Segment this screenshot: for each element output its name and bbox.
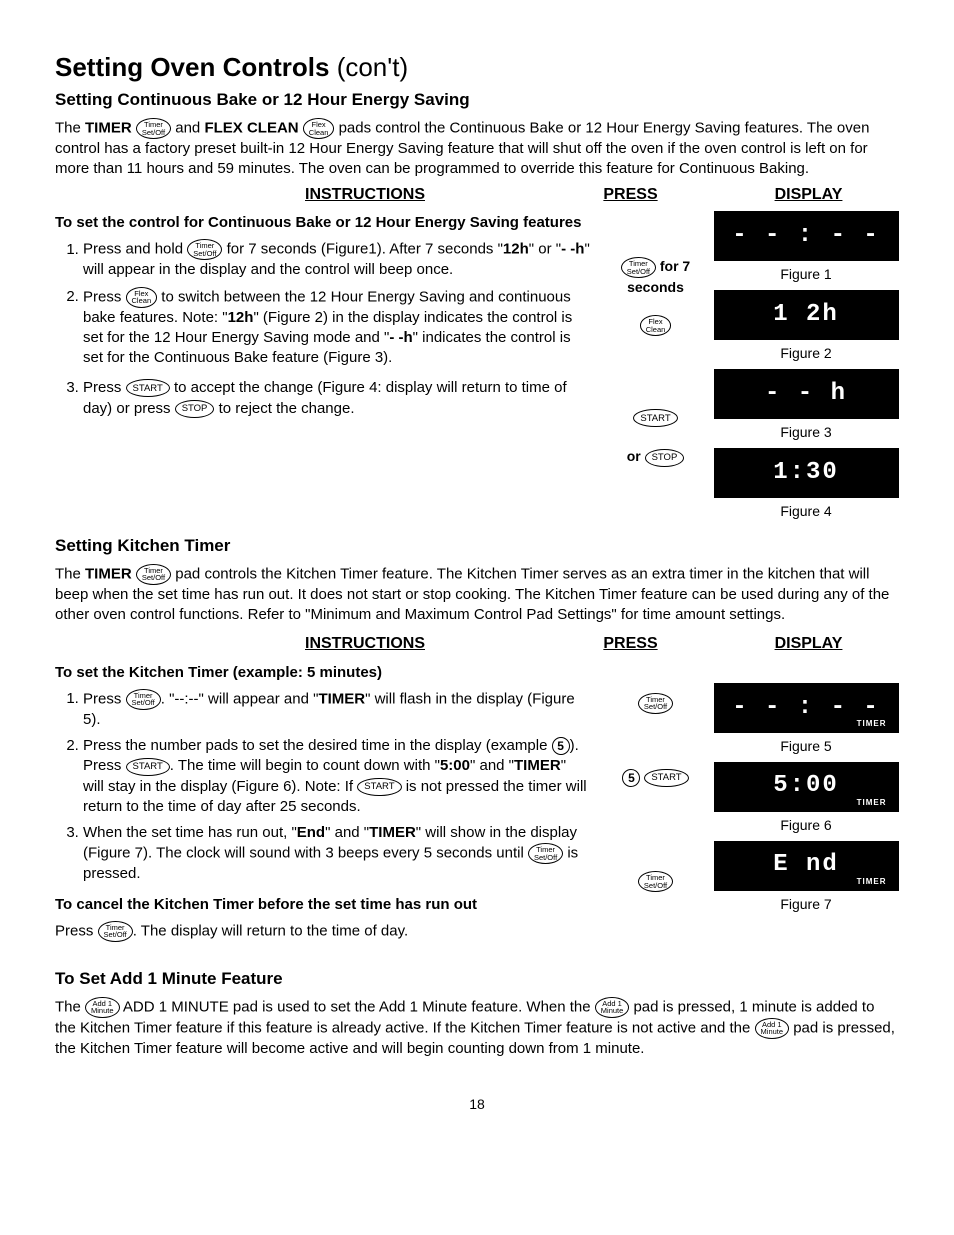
- section-2-intro: The TIMER TimerSet/Off pad controls the …: [55, 564, 899, 626]
- section-2-title: Setting Kitchen Timer: [55, 535, 899, 558]
- section-3-title: To Set Add 1 Minute Feature: [55, 968, 899, 991]
- page-number: 18: [55, 1095, 899, 1114]
- figure-7-caption: Figure 7: [713, 895, 899, 914]
- col-press-2: PRESS: [543, 633, 718, 655]
- col-instructions-2: INSTRUCTIONS: [195, 633, 535, 655]
- figure-3-caption: Figure 3: [713, 423, 899, 442]
- col-instructions: INSTRUCTIONS: [195, 184, 535, 206]
- stop-pad-icon: STOP: [175, 400, 215, 418]
- timer-pad-icon: TimerSet/Off: [638, 693, 673, 714]
- timer-pad-icon: TimerSet/Off: [136, 564, 171, 585]
- subhead-1: To set the control for Continuous Bake o…: [55, 213, 590, 233]
- press-1: TimerSet/Off for 7 seconds: [598, 257, 713, 297]
- press-7: TimerSet/Off: [598, 871, 713, 892]
- col-display: DISPLAY: [718, 184, 899, 206]
- press-4: or STOP: [598, 447, 713, 466]
- press-5: TimerSet/Off: [598, 693, 713, 714]
- num-5-pad-icon: 5: [622, 769, 640, 787]
- step-2-3: When the set time has run out, "End" and…: [83, 823, 590, 885]
- timer-pad-icon: TimerSet/Off: [621, 257, 656, 278]
- display-figure-5: - - : - -TIMER: [714, 683, 899, 733]
- display-figure-7: E ndTIMER: [714, 841, 899, 891]
- num-5-pad-icon: 5: [552, 737, 570, 755]
- flex-clean-pad-icon: FlexClean: [303, 118, 335, 139]
- timer-pad-icon: TimerSet/Off: [187, 239, 222, 260]
- timer-pad-icon: TimerSet/Off: [638, 871, 673, 892]
- timer-pad-icon: TimerSet/Off: [136, 118, 171, 139]
- timer-pad-icon: TimerSet/Off: [98, 921, 133, 942]
- start-pad-icon: START: [357, 778, 401, 796]
- step-1: Press and hold TimerSet/Off for 7 second…: [83, 239, 590, 280]
- title-main: Setting Oven Controls: [55, 52, 337, 82]
- section-2-steps: Press TimerSet/Off. "--:--" will appear …: [55, 689, 590, 885]
- start-pad-icon: START: [633, 409, 677, 427]
- figure-5-caption: Figure 5: [713, 737, 899, 756]
- display-figure-2: 1 2h: [714, 290, 899, 340]
- press-3: START: [598, 408, 713, 427]
- page-title: Setting Oven Controls (con't): [55, 50, 899, 85]
- section-1-steps: Press and hold TimerSet/Off for 7 second…: [55, 239, 590, 419]
- figure-4-caption: Figure 4: [713, 502, 899, 521]
- step-2-2: Press the number pads to set the desired…: [83, 736, 590, 817]
- col-press: PRESS: [543, 184, 718, 206]
- add1-pad-icon: Add 1Minute: [85, 997, 120, 1018]
- add1-pad-icon: Add 1Minute: [595, 997, 630, 1018]
- cancel-subhead: To cancel the Kitchen Timer before the s…: [55, 895, 590, 915]
- step-2-1: Press TimerSet/Off. "--:--" will appear …: [83, 689, 590, 730]
- stop-pad-icon: STOP: [645, 449, 685, 467]
- display-figure-1: - - : - -: [714, 211, 899, 261]
- section-3-text: The Add 1Minute ADD 1 MINUTE pad is used…: [55, 997, 899, 1059]
- add1-pad-icon: Add 1Minute: [755, 1018, 790, 1039]
- subhead-2: To set the Kitchen Timer (example: 5 min…: [55, 663, 590, 683]
- step-3: Press START to accept the change (Figure…: [83, 378, 590, 419]
- display-figure-3: - - h: [714, 369, 899, 419]
- display-figure-6: 5:00TIMER: [714, 762, 899, 812]
- figure-1-caption: Figure 1: [713, 265, 899, 284]
- section-1-title: Setting Continuous Bake or 12 Hour Energ…: [55, 89, 899, 112]
- cancel-text: Press TimerSet/Off. The display will ret…: [55, 921, 590, 942]
- timer-pad-icon: TimerSet/Off: [126, 689, 161, 710]
- figure-6-caption: Figure 6: [713, 816, 899, 835]
- flex-clean-pad-icon: FlexClean: [640, 315, 672, 336]
- step-2: Press FlexClean to switch between the 12…: [83, 287, 590, 369]
- flex-clean-pad-icon: FlexClean: [126, 287, 158, 308]
- figure-2-caption: Figure 2: [713, 344, 899, 363]
- start-pad-icon: START: [126, 379, 170, 397]
- press-6: 5 START: [598, 768, 713, 787]
- timer-pad-icon: TimerSet/Off: [528, 843, 563, 864]
- press-2: FlexClean: [598, 315, 713, 336]
- title-cont: (con't): [337, 52, 408, 82]
- display-figure-4: 1:30: [714, 448, 899, 498]
- col-display-2: DISPLAY: [718, 633, 899, 655]
- start-pad-icon: START: [644, 769, 688, 787]
- start-pad-icon: START: [126, 758, 170, 776]
- section-1-intro: The TIMER TimerSet/Off and FLEX CLEAN Fl…: [55, 118, 899, 180]
